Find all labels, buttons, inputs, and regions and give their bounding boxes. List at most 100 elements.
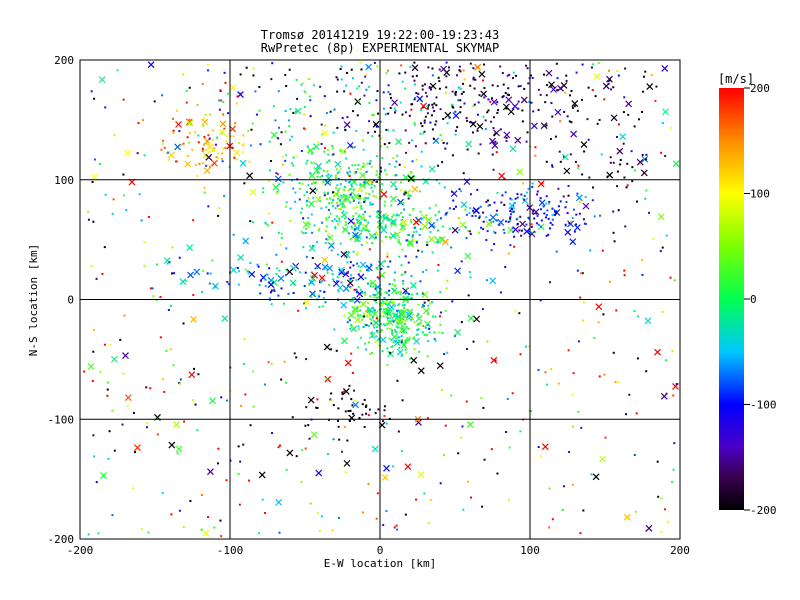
data-point bbox=[451, 190, 454, 193]
data-point bbox=[374, 123, 377, 126]
data-point bbox=[242, 443, 245, 446]
data-point bbox=[421, 250, 424, 253]
data-point bbox=[352, 188, 355, 191]
data-point bbox=[319, 176, 322, 179]
data-point bbox=[327, 209, 330, 212]
data-point-x bbox=[523, 227, 531, 235]
data-point bbox=[361, 413, 364, 416]
data-point bbox=[518, 229, 521, 232]
data-point bbox=[217, 156, 220, 159]
data-point bbox=[204, 113, 207, 116]
data-point bbox=[536, 193, 539, 196]
data-point bbox=[365, 348, 368, 351]
data-point bbox=[518, 312, 521, 315]
data-point bbox=[426, 417, 429, 420]
data-point bbox=[298, 182, 301, 185]
data-point bbox=[614, 381, 617, 384]
data-point-x bbox=[270, 131, 278, 139]
data-point bbox=[366, 229, 369, 232]
data-point bbox=[362, 315, 365, 318]
data-point bbox=[389, 351, 392, 354]
data-point bbox=[426, 107, 429, 110]
data-point bbox=[509, 244, 512, 247]
data-point bbox=[633, 169, 636, 172]
data-point bbox=[404, 71, 407, 74]
data-point bbox=[406, 314, 409, 317]
data-point bbox=[303, 105, 306, 108]
data-point bbox=[404, 111, 407, 114]
data-point bbox=[591, 89, 594, 92]
data-point bbox=[431, 315, 434, 318]
data-point bbox=[390, 346, 393, 349]
data-point bbox=[397, 309, 400, 312]
data-point bbox=[271, 432, 274, 435]
data-point bbox=[458, 65, 461, 68]
data-point bbox=[431, 74, 434, 77]
data-point bbox=[161, 491, 164, 494]
data-point bbox=[527, 82, 530, 85]
data-point bbox=[410, 296, 413, 299]
data-point-x bbox=[314, 262, 322, 270]
data-point-x bbox=[569, 238, 577, 246]
data-point bbox=[294, 191, 297, 194]
data-point bbox=[95, 481, 98, 484]
data-point bbox=[389, 237, 392, 240]
data-point bbox=[537, 223, 540, 226]
data-point bbox=[339, 168, 342, 171]
data-point bbox=[550, 368, 553, 371]
data-point bbox=[478, 215, 481, 218]
data-point bbox=[346, 261, 349, 264]
data-point bbox=[160, 148, 163, 151]
data-point bbox=[330, 249, 333, 252]
data-point bbox=[617, 123, 620, 126]
data-point bbox=[373, 296, 376, 299]
data-point-x bbox=[221, 315, 229, 322]
data-point bbox=[436, 164, 439, 167]
data-point bbox=[352, 110, 355, 113]
data-point bbox=[659, 250, 662, 253]
data-point bbox=[99, 370, 102, 373]
data-point-x bbox=[532, 208, 540, 216]
data-point bbox=[564, 223, 567, 226]
data-point-x bbox=[174, 143, 182, 151]
data-point bbox=[392, 320, 395, 323]
data-point-x bbox=[582, 202, 590, 210]
data-point bbox=[660, 531, 663, 534]
data-point bbox=[400, 222, 403, 225]
data-point bbox=[582, 301, 585, 304]
data-point bbox=[590, 473, 593, 476]
data-point bbox=[441, 161, 444, 164]
data-point bbox=[404, 322, 407, 325]
data-point bbox=[661, 246, 664, 249]
data-point-x bbox=[307, 147, 315, 154]
data-point bbox=[435, 120, 438, 123]
data-point bbox=[336, 204, 339, 207]
data-point bbox=[599, 214, 602, 217]
data-point bbox=[298, 187, 301, 190]
data-point-x bbox=[357, 273, 365, 281]
data-point bbox=[356, 239, 359, 242]
data-point bbox=[635, 412, 638, 415]
data-point bbox=[499, 291, 502, 294]
data-point bbox=[616, 70, 619, 73]
data-point bbox=[353, 171, 356, 174]
data-point bbox=[544, 101, 547, 104]
data-point bbox=[198, 162, 201, 165]
data-point bbox=[418, 233, 421, 236]
data-point bbox=[258, 284, 261, 287]
data-point bbox=[516, 196, 519, 199]
data-point bbox=[387, 265, 390, 268]
data-point-x bbox=[348, 414, 356, 422]
data-point bbox=[435, 96, 438, 99]
data-point bbox=[551, 218, 554, 221]
data-point bbox=[563, 110, 566, 113]
data-point bbox=[458, 217, 461, 220]
data-point bbox=[581, 63, 584, 66]
data-point bbox=[394, 111, 397, 114]
data-point bbox=[218, 99, 221, 102]
data-point bbox=[331, 191, 334, 194]
data-point bbox=[404, 255, 407, 258]
data-point bbox=[624, 67, 627, 70]
data-point bbox=[371, 203, 374, 206]
data-point bbox=[531, 76, 534, 79]
